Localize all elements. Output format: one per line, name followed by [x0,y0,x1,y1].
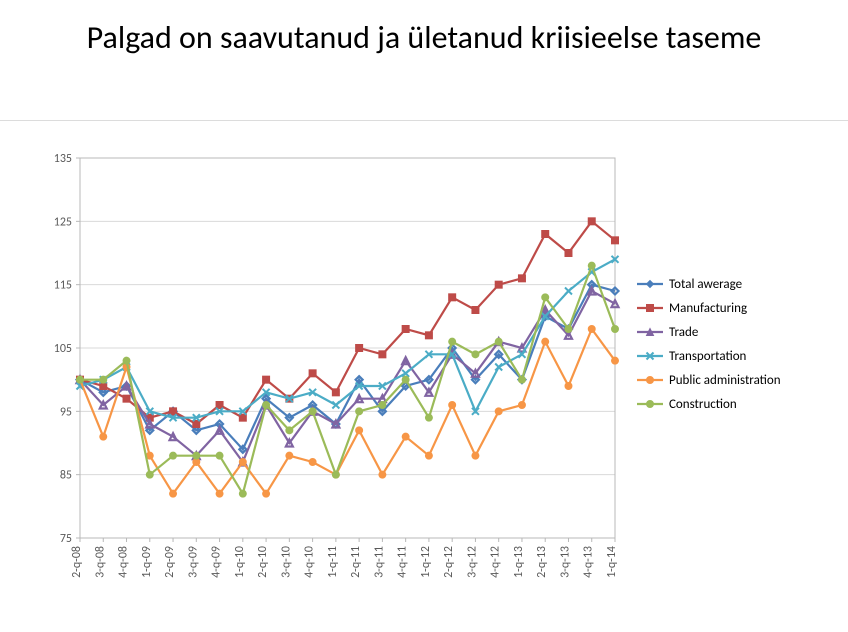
y-tick-label: 115 [54,279,72,293]
legend-label: Construction [669,397,737,412]
chart-svg: 75 85 95 105 115 125 135 2-q-08 3-q-08 4-q-08 1-q-… [38,150,810,620]
x-tick-label: 4-q-13 [582,546,596,578]
x-tick-label: 2-q-08 [70,546,84,578]
series-group [77,218,619,497]
legend-label: Manufacturing [669,301,747,316]
x-tick-label: 2-q-12 [442,546,456,578]
x-axis: 2-q-08 3-q-08 4-q-08 1-q-09 2-q-09 3-q-09 4-q-… [70,538,619,578]
x-tick-label: 3-q-09 [186,546,200,578]
series-trade [77,288,619,466]
x-tick-label: 1-q-10 [233,546,247,578]
x-tick-label: 3-q-11 [372,546,386,578]
series-line [80,221,615,424]
x-tick-label: 3-q-08 [93,546,107,578]
series-line [80,266,615,494]
x-tick-label: 1-q-09 [140,546,154,578]
wages-line-chart: 75 85 95 105 115 125 135 2-q-08 3-q-08 4-q-08 1-q-… [38,150,810,620]
y-tick-label: 95 [60,405,72,419]
x-tick-label: 4-q-11 [396,546,410,578]
series-construction [77,262,619,497]
x-tick-label: 2-q-11 [349,546,363,578]
y-tick-label: 125 [54,215,72,229]
x-tick-label: 4-q-08 [117,546,131,578]
x-tick-label: 2-q-10 [256,546,270,578]
legend-label: Public administration [669,373,781,388]
title-separator [0,120,848,121]
x-tick-label: 1-q-11 [326,546,340,578]
x-tick-label: 2-q-09 [163,546,177,578]
x-tick-label: 3-q-10 [279,546,293,578]
series-line [80,259,615,417]
x-tick-label: 4-q-10 [303,546,317,578]
legend-label: Total awerage [669,277,742,292]
series-line [80,291,615,462]
x-tick-label: 3-q-13 [558,546,572,578]
y-tick-label: 75 [60,532,72,546]
series-total-awerage [77,281,619,453]
x-tick-label: 1-q-13 [512,546,526,578]
legend-label: Transportation [669,349,747,364]
x-tick-label: 2-q-13 [535,546,549,578]
x-tick-label: 4-q-12 [489,546,503,578]
y-tick-label: 85 [60,469,72,483]
slide-title: Palgad on saavutanud ja ületanud kriisie… [0,0,848,68]
x-tick-label: 4-q-09 [210,546,224,578]
x-tick-label: 3-q-12 [465,546,479,578]
legend: Total awerage Manufacturing Trade Transport… [637,277,781,412]
y-tick-label: 105 [54,342,72,356]
y-tick-label: 135 [54,152,72,166]
x-tick-label: 1-q-14 [605,546,619,578]
x-tick-label: 1-q-12 [419,546,433,578]
legend-label: Trade [669,325,698,340]
